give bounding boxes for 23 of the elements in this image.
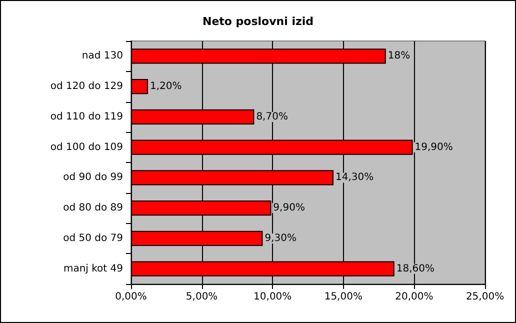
data-label: 9,90% bbox=[273, 202, 305, 214]
chart-title: Neto poslovni izid bbox=[202, 15, 314, 28]
x-tick-label: 5,00% bbox=[186, 292, 218, 302]
y-tick-label: od 120 do 129 bbox=[50, 81, 123, 92]
y-tick-label: nad 130 bbox=[82, 50, 123, 62]
y-tick-label: od 90 do 99 bbox=[63, 172, 123, 184]
y-tick-label: od 110 do 119 bbox=[50, 111, 123, 122]
data-label: 19,90% bbox=[414, 142, 453, 153]
data-label: 9,30% bbox=[264, 232, 296, 244]
data-label: 14,30% bbox=[335, 172, 374, 184]
y-tick-label: od 80 do 89 bbox=[63, 202, 123, 214]
data-label: 18,60% bbox=[396, 263, 435, 274]
data-label: 18% bbox=[388, 50, 410, 62]
y-tick-label: od 100 do 109 bbox=[50, 142, 123, 153]
x-tick-label: 15,00% bbox=[324, 292, 362, 302]
y-tick-label: od 50 do 79 bbox=[63, 232, 123, 244]
x-tick-label: 20,00% bbox=[395, 292, 434, 302]
data-label: 1,20% bbox=[150, 81, 182, 92]
x-tick-label: 25,00% bbox=[466, 292, 504, 302]
data-label: 8,70% bbox=[256, 111, 288, 122]
y-tick-label: manj kot 49 bbox=[63, 263, 123, 274]
x-tick-label: 0,00% bbox=[115, 292, 147, 302]
x-tick-label: 10,00% bbox=[254, 292, 292, 302]
